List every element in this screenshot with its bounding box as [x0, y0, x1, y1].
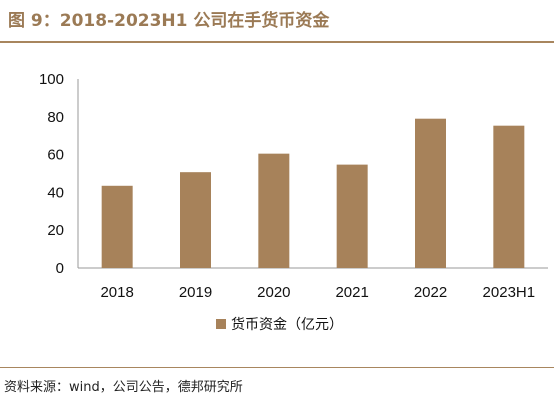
bar-2023H1 — [493, 125, 525, 268]
bar-2020 — [258, 153, 290, 268]
x-tick-label: 2022 — [414, 284, 447, 301]
x-tick-label: 2018 — [100, 284, 133, 301]
y-tick-label: 0 — [56, 260, 64, 277]
figure-title: 图 9：2018-2023H1 公司在手货币资金 — [8, 11, 330, 31]
y-tick-label: 20 — [47, 222, 64, 239]
legend-label: 货币资金（亿元） — [231, 316, 343, 333]
legend-swatch — [216, 319, 226, 329]
legend: 货币资金（亿元） — [216, 316, 343, 333]
bar-2019 — [180, 172, 211, 268]
y-tick-label: 80 — [47, 109, 64, 126]
x-tick-label: 2019 — [179, 284, 212, 301]
y-tick-labels: 0 20 40 60 80 100 — [39, 71, 64, 277]
source-divider — [0, 367, 554, 368]
x-tick-label: 2020 — [257, 284, 290, 301]
title-divider — [0, 41, 554, 43]
y-tick-label: 100 — [39, 71, 64, 88]
bar-2022 — [415, 118, 446, 268]
source-note: 资料来源：wind，公司公告，德邦研究所 — [4, 380, 243, 395]
bar-2021 — [336, 164, 368, 268]
bar-2018 — [101, 185, 133, 268]
y-tick-label: 40 — [47, 184, 64, 201]
x-tick-label: 2021 — [335, 284, 368, 301]
bars — [101, 118, 525, 268]
x-tick-labels: 2018 2019 2020 2021 2022 2023H1 — [100, 284, 535, 301]
y-tick-label: 60 — [47, 147, 64, 164]
x-tick-label: 2023H1 — [483, 284, 536, 301]
